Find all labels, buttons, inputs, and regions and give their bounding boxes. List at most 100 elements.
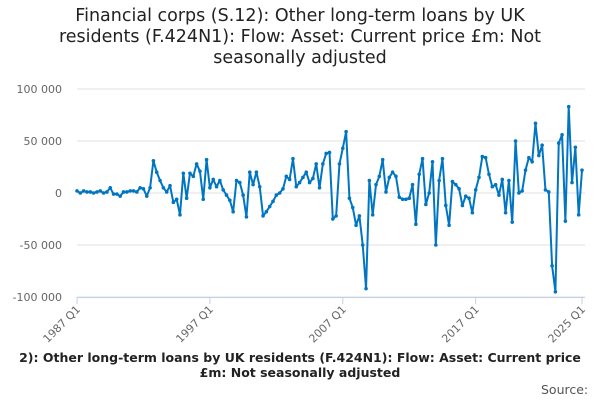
data-point: [553, 290, 558, 294]
data-point: [463, 194, 468, 198]
data-point: [374, 182, 378, 187]
data-point: [370, 213, 375, 217]
data-point: [546, 190, 551, 194]
data-point: [483, 155, 488, 160]
source-label: Source:: [541, 382, 589, 397]
data-point: [311, 176, 315, 181]
data-point: [404, 197, 408, 202]
data-point: [231, 209, 235, 214]
data-point: [211, 177, 216, 182]
data-point: [460, 203, 465, 208]
data-point: [247, 170, 252, 174]
data-point: [480, 154, 485, 159]
data-point: [457, 187, 461, 191]
data-point: [128, 189, 132, 193]
data-point: [75, 189, 79, 193]
data-point: [424, 202, 428, 207]
data-point: [221, 188, 225, 192]
data-point: [151, 158, 156, 163]
data-point: [208, 186, 212, 190]
data-point: [324, 151, 328, 156]
chart-caption: 2): Other long-term loans by UK resident…: [19, 350, 581, 380]
data-point: [347, 196, 352, 200]
data-point: [573, 145, 578, 150]
data-point: [390, 170, 395, 174]
data-point: [201, 197, 206, 202]
data-point: [414, 222, 418, 226]
data-point: [417, 172, 422, 177]
data-point: [387, 175, 392, 180]
data-point: [135, 190, 139, 194]
data-point: [500, 177, 505, 182]
y-tick-label: 0: [55, 187, 62, 200]
x-tick-label: 1997 Q1: [173, 303, 216, 346]
data-point: [337, 162, 342, 166]
data-point: [453, 182, 458, 187]
data-point: [576, 213, 581, 217]
data-point: [191, 174, 196, 179]
data-point: [530, 160, 534, 164]
data-point: [364, 286, 368, 291]
data-point: [161, 186, 166, 190]
series-line: [76, 105, 583, 293]
data-point: [477, 175, 481, 180]
data-point: [168, 183, 172, 188]
data-point: [267, 204, 272, 209]
chart-title: Financial corps (S.12): Other long-term …: [58, 6, 542, 68]
data-point: [154, 170, 159, 174]
data-point: [523, 168, 528, 172]
data-point: [473, 188, 478, 192]
data-point: [148, 186, 152, 190]
data-point: [397, 195, 402, 199]
data-point: [420, 156, 425, 161]
data-point: [78, 191, 83, 195]
data-point: [241, 193, 245, 197]
data-point: [294, 184, 299, 189]
x-tick-label: 2017 Q1: [439, 303, 482, 346]
data-point: [108, 186, 113, 190]
y-tick-label: -100 000: [13, 291, 62, 304]
data-point: [284, 174, 289, 179]
data-point: [533, 121, 538, 126]
data-point: [95, 190, 99, 194]
y-tick-label: -50 000: [20, 239, 62, 252]
data-point: [301, 175, 305, 180]
data-point: [224, 193, 229, 197]
x-tick-label: 2007 Q1: [306, 303, 349, 346]
data-point: [434, 243, 438, 247]
data-point: [560, 132, 564, 137]
data-point: [251, 182, 255, 187]
data-point: [254, 170, 259, 174]
data-point: [264, 209, 269, 214]
data-point: [121, 190, 126, 194]
data-point: [344, 129, 348, 134]
data-point: [115, 192, 119, 196]
data-point: [430, 160, 435, 164]
data-point: [158, 178, 162, 183]
data-point: [164, 190, 169, 194]
data-point: [198, 169, 202, 173]
data-point: [234, 178, 239, 183]
data-point: [563, 219, 568, 223]
data-point: [334, 214, 338, 218]
data-point: [470, 210, 475, 215]
data-point: [138, 186, 142, 190]
data-point: [171, 200, 176, 205]
data-point: [277, 191, 282, 195]
data-point: [244, 215, 249, 219]
data-point: [105, 190, 109, 194]
data-point: [497, 193, 501, 197]
data-point: [271, 199, 275, 204]
data-point: [237, 180, 242, 185]
data-point: [204, 157, 209, 162]
data-point: [400, 197, 405, 202]
data-point: [443, 203, 448, 208]
data-point: [181, 171, 186, 176]
data-point: [487, 172, 491, 177]
data-point: [261, 214, 265, 218]
data-point: [228, 198, 232, 203]
data-point: [427, 191, 431, 195]
y-tick-label: 100 000: [17, 83, 63, 96]
data-point: [281, 187, 285, 191]
data-point: [340, 146, 345, 151]
